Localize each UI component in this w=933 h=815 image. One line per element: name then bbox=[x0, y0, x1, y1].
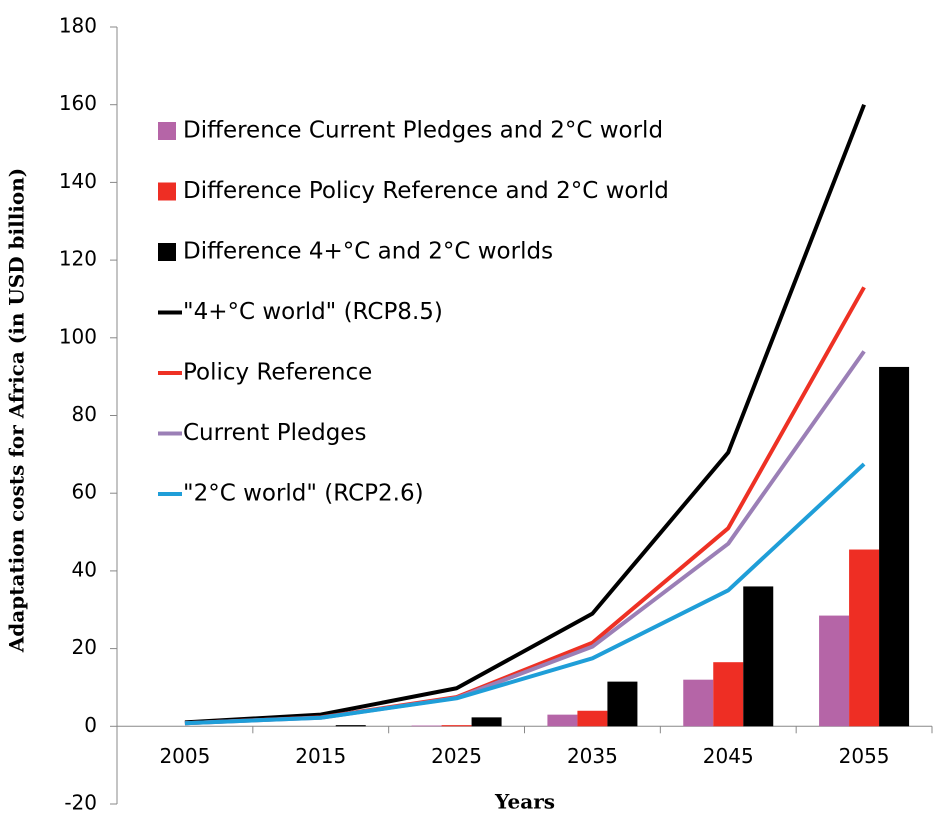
x-tick-label: 2015 bbox=[295, 744, 346, 768]
bar bbox=[411, 725, 442, 727]
y-tick-label: 100 bbox=[59, 324, 97, 348]
y-tick-label: 20 bbox=[72, 635, 97, 659]
bar bbox=[849, 549, 880, 727]
y-tick-label: 160 bbox=[59, 91, 97, 115]
legend-label: Difference 4+°C and 2°C worlds bbox=[183, 239, 553, 265]
legend-label: Policy Reference bbox=[183, 360, 372, 386]
bar bbox=[607, 681, 638, 727]
bar bbox=[441, 725, 472, 727]
bar bbox=[683, 679, 714, 727]
legend-label: Difference Current Pledges and 2°C world bbox=[183, 118, 663, 144]
legend-label: "2°C world" (RCP2.6) bbox=[183, 481, 424, 507]
x-tick-label: 2055 bbox=[839, 744, 890, 768]
y-tick-label: 60 bbox=[72, 480, 97, 504]
y-tick-label: 40 bbox=[72, 557, 97, 581]
legend-swatch bbox=[158, 122, 176, 140]
line bbox=[184, 103, 866, 725]
legend-label: Current Pledges bbox=[183, 420, 366, 446]
x-axis-title: Years bbox=[494, 790, 555, 814]
legend-swatch bbox=[158, 182, 176, 201]
y-tick-label: 140 bbox=[59, 169, 97, 193]
bar bbox=[819, 615, 850, 727]
y-tick-label: 120 bbox=[59, 247, 97, 271]
x-tick-label: 2045 bbox=[703, 744, 754, 768]
y-axis-title: Adaptation costs for Africa (in USD bill… bbox=[5, 168, 29, 653]
legend-label: "4+°C world" (RCP8.5) bbox=[183, 299, 443, 325]
bar bbox=[471, 717, 502, 727]
bar bbox=[577, 710, 608, 727]
x-tick-label: 2005 bbox=[159, 744, 210, 768]
y-tick-label: 80 bbox=[72, 402, 97, 426]
bar bbox=[879, 366, 910, 727]
y-tick-label: -20 bbox=[64, 791, 97, 815]
x-tick-label: 2025 bbox=[431, 744, 482, 768]
y-tick-label: 180 bbox=[59, 14, 97, 38]
legend-label: Difference Policy Reference and 2°C worl… bbox=[183, 178, 669, 204]
bar bbox=[743, 586, 774, 727]
bar bbox=[713, 662, 744, 727]
line bbox=[184, 462, 866, 726]
y-tick-label: 0 bbox=[84, 713, 97, 737]
bar bbox=[547, 714, 578, 727]
bar bbox=[335, 725, 366, 727]
x-tick-label: 2035 bbox=[567, 744, 618, 768]
legend: Difference Current Pledges and 2°C world… bbox=[158, 118, 669, 507]
legend-swatch bbox=[158, 243, 176, 261]
